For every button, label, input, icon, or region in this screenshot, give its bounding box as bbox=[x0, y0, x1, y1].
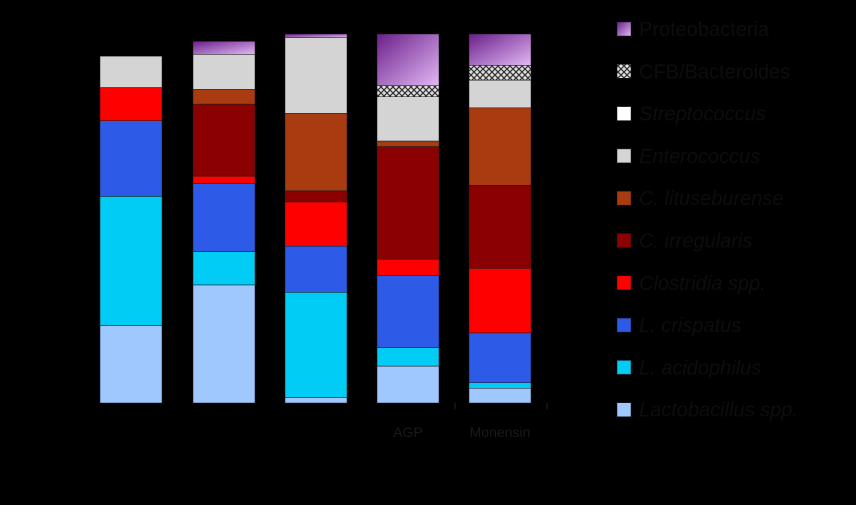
bar-segment-3-6 bbox=[376, 96, 440, 142]
legend-label-3: Enterococcus bbox=[639, 146, 760, 168]
bar-segment-0-6 bbox=[99, 55, 163, 88]
legend: Proteobacteria CFB/Bacteroides Streptococc… bbox=[616, 19, 798, 422]
legend-label-8: L. acidophilus bbox=[639, 357, 761, 379]
bar-segment-1-1 bbox=[192, 251, 256, 286]
bar-segment-1-6 bbox=[192, 54, 256, 90]
bar-segment-1-4 bbox=[192, 103, 256, 177]
legend-swatch-7 bbox=[616, 317, 632, 333]
bar-segment-2-5 bbox=[284, 113, 348, 192]
bar-segment-3-9 bbox=[376, 33, 440, 86]
bar-segment-3-5 bbox=[376, 140, 440, 147]
bar-segment-1-2 bbox=[192, 183, 256, 252]
legend-label-7: L. crispatus bbox=[639, 315, 741, 337]
legend-label-6: Clostridia spp. bbox=[639, 273, 766, 295]
legend-swatch-4 bbox=[616, 190, 632, 206]
bar-segment-1-3 bbox=[192, 175, 256, 184]
bar-segment-4-2 bbox=[468, 332, 532, 383]
bar-segment-0-2 bbox=[99, 120, 163, 197]
bar-segment-3-1 bbox=[376, 347, 440, 367]
bar-segment-2-0 bbox=[284, 397, 348, 404]
bar-segment-3-2 bbox=[376, 275, 440, 348]
legend-swatch-9 bbox=[616, 402, 632, 417]
bar-segment-3-4 bbox=[376, 146, 440, 260]
bar-segment-0-3 bbox=[99, 87, 163, 121]
bars-group bbox=[99, 33, 532, 404]
bar-segment-0-1 bbox=[99, 196, 163, 326]
legend-swatch-1 bbox=[616, 64, 632, 79]
legend-swatch-0 bbox=[616, 21, 632, 37]
bar-segment-2-6 bbox=[284, 37, 348, 114]
bar-segment-4-1 bbox=[468, 382, 532, 389]
legend-label-5: C. irregularis bbox=[639, 231, 752, 253]
legend-swatch-3 bbox=[616, 148, 632, 164]
bar-segment-3-8 bbox=[376, 85, 440, 97]
bar-segment-4-8 bbox=[468, 65, 532, 81]
bar-segment-4-6 bbox=[468, 79, 532, 109]
legend-swatch-2 bbox=[616, 106, 632, 121]
legend-label-1: CFB/Bacteroides bbox=[639, 61, 790, 83]
bar-segment-1-5 bbox=[192, 89, 256, 105]
bar-segment-4-9 bbox=[468, 33, 532, 66]
bar-segment-2-4 bbox=[284, 190, 348, 203]
bar-segment-4-4 bbox=[468, 185, 532, 269]
legend-swatch-6 bbox=[616, 275, 632, 291]
legend-swatch-8 bbox=[616, 360, 632, 375]
legend-label-4: C. lituseburense bbox=[639, 188, 784, 210]
bar-segment-2-2 bbox=[284, 245, 348, 293]
bar-segment-4-0 bbox=[468, 387, 532, 404]
bar-segment-1-9 bbox=[192, 41, 256, 55]
legend-label-0: Proteobacteria bbox=[639, 19, 770, 41]
bar-segment-1-0 bbox=[192, 284, 256, 404]
bar-segment-3-3 bbox=[376, 258, 440, 276]
bar-segment-2-9 bbox=[284, 33, 348, 38]
bar-segment-0-0 bbox=[99, 325, 163, 404]
legend-swatch-5 bbox=[616, 233, 632, 248]
legend-label-2: Streptococcus bbox=[639, 104, 766, 126]
bar-segment-2-3 bbox=[284, 201, 348, 247]
bar-segment-4-3 bbox=[468, 268, 532, 334]
category-labels: AGP Monensin bbox=[393, 424, 530, 440]
category-label-4: Monensin bbox=[470, 424, 531, 440]
bar-segment-3-0 bbox=[376, 365, 440, 404]
bar-segment-2-1 bbox=[284, 292, 348, 398]
legend-label-9: Lactobacillus spp. bbox=[639, 400, 798, 422]
category-label-3: AGP bbox=[393, 424, 423, 440]
bar-segment-4-5 bbox=[468, 107, 532, 186]
